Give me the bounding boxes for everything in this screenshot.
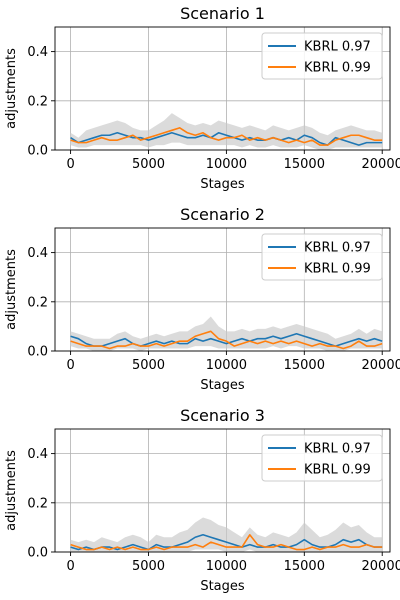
chart-panel-2: 0 5000 10000 15000 20000 0.0 0.2 0.4 Scenario 2 S… <box>4 205 400 393</box>
chart-panel-1: 0 5000 10000 15000 20000 0.0 0.2 0.4 Scenario 1 S… <box>4 4 400 192</box>
x-tick-label: 10000 <box>206 157 247 172</box>
x-tick-label: 5000 <box>132 559 165 574</box>
chart-title: Scenario 2 <box>180 205 265 224</box>
legend: KBRL 0.97 KBRL 0.99 <box>261 434 383 482</box>
x-tick-label: 0 <box>66 559 74 574</box>
confidence-band <box>70 517 383 552</box>
series-line-2 <box>70 533 383 551</box>
chart-panel-3: 0 5000 10000 15000 20000 0.0 0.2 0.4 Scenario 3 S… <box>4 406 400 594</box>
series-line-1 <box>70 332 383 347</box>
series-line-2 <box>70 330 383 350</box>
legend-entry-2: KBRL 0.99 <box>304 463 371 478</box>
x-tick-label: 15000 <box>284 358 325 373</box>
confidence-band <box>70 316 383 351</box>
y-tick-label: 0.4 <box>27 45 48 60</box>
y-tick-label: 0.0 <box>27 345 48 360</box>
y-tick-label: 0.4 <box>27 447 48 462</box>
x-tick-label: 10000 <box>206 358 247 373</box>
x-axis-label: Stages <box>200 177 245 192</box>
plot-frame <box>54 227 391 352</box>
legend-entry-1: KBRL 0.97 <box>304 442 371 457</box>
y-tick-label: 0.0 <box>27 144 48 159</box>
y-tick-label: 0.0 <box>27 546 48 561</box>
legend-entry-2: KBRL 0.99 <box>304 262 371 277</box>
legend: KBRL 0.97 KBRL 0.99 <box>261 32 383 80</box>
y-axis-label: adjustments <box>4 249 19 330</box>
y-tick-label: 0.2 <box>27 94 48 109</box>
legend-entry-1: KBRL 0.97 <box>304 40 371 55</box>
x-tick-label: 0 <box>66 358 74 373</box>
x-tick-label: 15000 <box>284 157 325 172</box>
x-tick-label: 5000 <box>132 157 165 172</box>
plot-frame <box>54 26 391 151</box>
x-tick-label: 10000 <box>206 559 247 574</box>
y-tick-label: 0.4 <box>27 246 48 261</box>
x-axis-label: Stages <box>200 579 245 594</box>
series-line-2 <box>70 127 383 146</box>
x-tick-label: 5000 <box>132 358 165 373</box>
legend-entry-2: KBRL 0.99 <box>304 61 371 76</box>
plot-frame <box>54 428 391 553</box>
x-tick-label: 20000 <box>362 358 400 373</box>
y-tick-label: 0.2 <box>27 496 48 511</box>
y-tick-label: 0.2 <box>27 295 48 310</box>
x-tick-label: 20000 <box>362 157 400 172</box>
chart-title: Scenario 1 <box>180 4 265 23</box>
chart-title: Scenario 3 <box>180 406 265 425</box>
legend: KBRL 0.97 KBRL 0.99 <box>261 233 383 281</box>
y-axis-label: adjustments <box>4 450 19 531</box>
x-tick-label: 0 <box>66 157 74 172</box>
x-axis-label: Stages <box>200 378 245 393</box>
x-tick-label: 15000 <box>284 559 325 574</box>
y-axis-label: adjustments <box>4 48 19 129</box>
legend-entry-1: KBRL 0.97 <box>304 241 371 256</box>
x-tick-label: 20000 <box>362 559 400 574</box>
